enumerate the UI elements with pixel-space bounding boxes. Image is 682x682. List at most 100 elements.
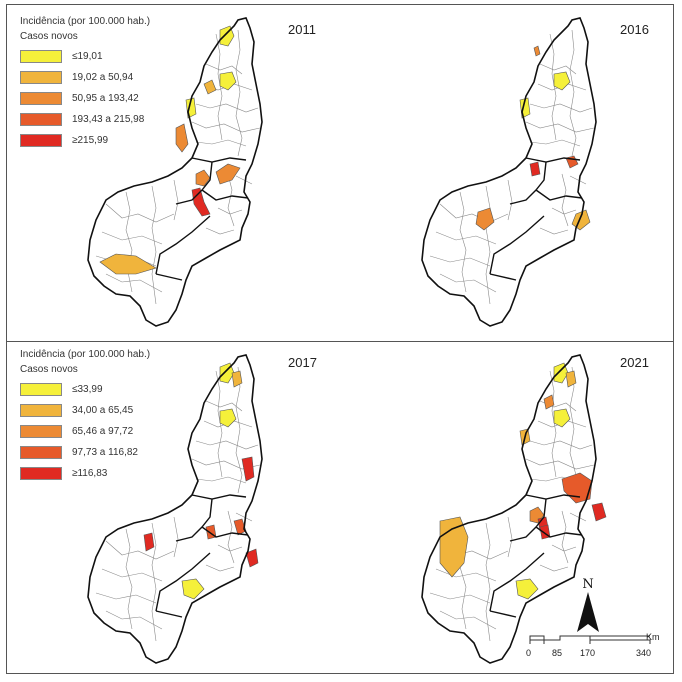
municipality-boundary xyxy=(525,458,595,470)
north-label: N xyxy=(582,577,593,592)
municipality-highlight xyxy=(565,370,577,388)
legend-swatch xyxy=(20,134,62,147)
municipality-boundary xyxy=(507,516,513,558)
state-map xyxy=(421,354,607,664)
municipality-highlight xyxy=(99,253,157,275)
municipality-highlight xyxy=(195,169,211,187)
mesoregion-boundary xyxy=(201,526,249,538)
municipality-boundary xyxy=(227,510,235,564)
legend-item: ≥116,83 xyxy=(20,463,150,484)
municipality-boundary xyxy=(235,175,253,185)
mesoregion-boundary xyxy=(535,526,583,538)
legend-swatch xyxy=(20,425,62,438)
municipality-boundary xyxy=(429,592,491,604)
municipality-highlight xyxy=(175,123,189,153)
municipality-boundary xyxy=(569,29,577,157)
municipality-boundary xyxy=(525,121,595,133)
municipality-highlight xyxy=(543,394,555,410)
municipality-boundary xyxy=(205,63,243,75)
mesoregion-boundary xyxy=(489,273,517,281)
municipality-boundary xyxy=(125,191,133,293)
legend-label: 65,46 a 97,72 xyxy=(72,426,134,437)
municipality-boundary xyxy=(105,203,175,223)
legend-swatch xyxy=(20,467,62,480)
legend-title: Incidência (por 100.000 hab.) xyxy=(20,349,151,360)
legend-item: 65,46 a 97,72 xyxy=(20,421,150,442)
state-outline xyxy=(87,354,263,664)
legend-label: 19,02 a 50,94 xyxy=(72,72,134,83)
map-panel-2021: 2021 xyxy=(340,341,674,675)
mesoregion-boundary xyxy=(489,610,517,618)
municipality-boundary xyxy=(439,273,497,293)
municipality-highlight xyxy=(205,524,217,540)
municipality-highlight xyxy=(533,45,541,57)
municipality-highlight xyxy=(241,456,255,482)
legend-label: ≤19,01 xyxy=(72,51,103,62)
legend-subtitle: Casos novos xyxy=(20,364,78,375)
municipality-boundary xyxy=(485,185,491,305)
mesoregion-boundary xyxy=(489,552,545,612)
legend-item: 34,00 a 65,45 xyxy=(20,400,150,421)
municipality-highlight xyxy=(203,79,217,95)
municipality-boundary xyxy=(205,227,235,235)
municipality-highlight xyxy=(231,370,243,388)
municipality-boundary xyxy=(195,103,259,113)
legend-swatch xyxy=(20,383,62,396)
municipality-boundary xyxy=(195,139,247,147)
municipality-boundary xyxy=(217,207,243,215)
municipality-highlight xyxy=(529,161,541,177)
map-panel-2011: 2011 Incidência (por 100.000 hab.) Casos… xyxy=(6,4,340,338)
mesoregion-boundary xyxy=(525,157,581,163)
panel-year: 2011 xyxy=(288,22,316,37)
legend-item: 193,43 a 215,98 xyxy=(20,109,150,130)
north-arrow-icon: N xyxy=(577,577,599,632)
state-map xyxy=(87,17,263,327)
legend-label: 50,95 a 193,42 xyxy=(72,93,139,104)
scale-bar-graphic xyxy=(529,635,651,644)
scale-bar: 0 85 170 340 Km xyxy=(526,604,668,664)
municipality-boundary xyxy=(105,273,163,293)
municipality-boundary xyxy=(485,522,491,642)
municipality-boundary xyxy=(105,610,163,630)
state-map xyxy=(421,17,597,327)
mesoregion-boundary xyxy=(155,273,183,281)
figure-frame xyxy=(6,4,674,674)
legend-label: ≥116,83 xyxy=(72,468,108,479)
legend-swatch xyxy=(20,404,62,417)
municipality-highlight xyxy=(181,578,205,600)
municipality-boundary xyxy=(235,29,243,157)
municipality-boundary xyxy=(435,231,497,245)
scale-unit-label: Km xyxy=(646,632,660,642)
panel-year: 2021 xyxy=(620,355,649,370)
legend-item: ≤33,99 xyxy=(20,379,150,400)
legend-label: 193,43 a 215,98 xyxy=(72,114,145,125)
municipality-boundary xyxy=(235,366,243,494)
map-panel-2017: 2017 Incidência (por 100.000 hab.) Casos… xyxy=(6,341,340,675)
legend-label: 34,00 a 65,45 xyxy=(72,405,134,416)
map-panel-2016: 2016 xyxy=(340,4,674,338)
municipality-highlight xyxy=(475,207,495,231)
municipality-boundary xyxy=(191,121,261,133)
municipality-boundary xyxy=(459,191,467,293)
legend-label: ≥215,99 xyxy=(72,135,109,146)
municipality-boundary xyxy=(507,179,513,221)
legend-subtitle: Casos novos xyxy=(20,31,78,42)
municipality-boundary xyxy=(95,592,157,604)
municipality-boundary xyxy=(439,203,509,223)
mesoregion-boundary xyxy=(525,494,581,500)
municipality-boundary xyxy=(529,440,593,450)
legend-swatch xyxy=(20,113,62,126)
municipality-boundary xyxy=(529,139,581,147)
municipality-boundary xyxy=(173,179,179,221)
state-outline xyxy=(421,354,597,664)
municipality-highlight xyxy=(215,163,241,185)
legend-item: 97,73 a 116,82 xyxy=(20,442,150,463)
mesoregion-boundary xyxy=(155,610,183,618)
legend: Incidência (por 100.000 hab.) Casos novo… xyxy=(20,16,150,151)
legend: Incidência (por 100.000 hab.) Casos novo… xyxy=(20,349,150,484)
municipality-boundary xyxy=(561,173,569,227)
municipality-boundary xyxy=(195,440,259,450)
municipality-highlight xyxy=(515,578,539,600)
scale-tick-label: 85 xyxy=(552,648,563,658)
